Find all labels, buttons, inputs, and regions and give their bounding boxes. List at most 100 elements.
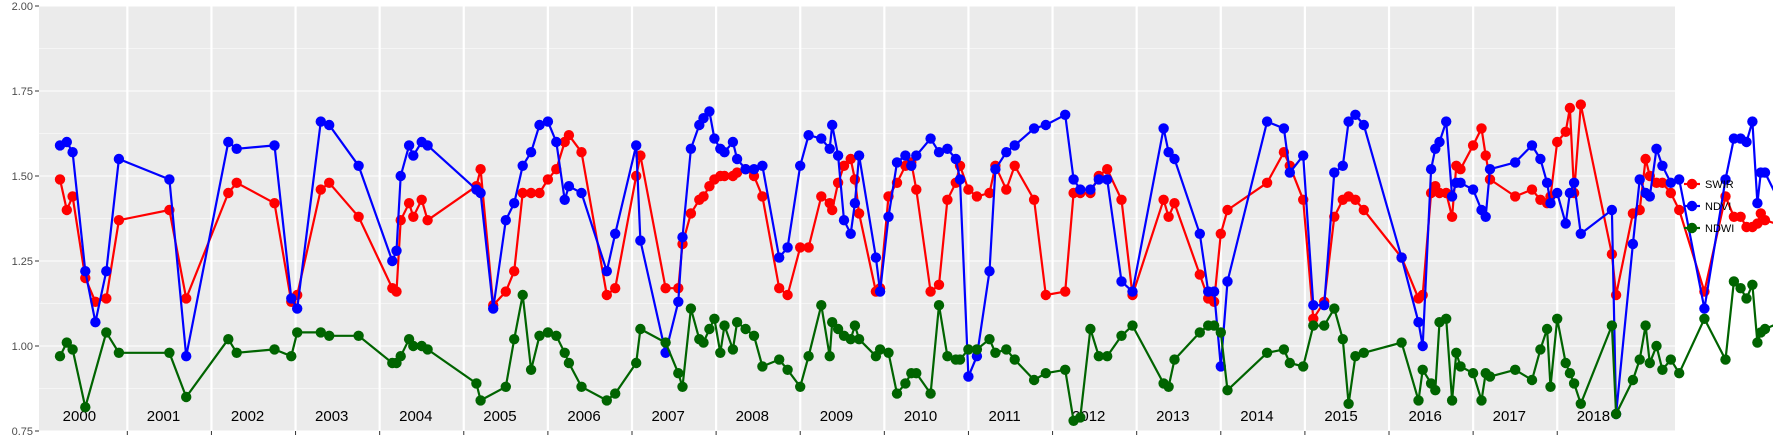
data-point-ndwi bbox=[883, 347, 894, 358]
data-point-ndwi bbox=[803, 351, 814, 362]
data-point-ndvi bbox=[832, 150, 844, 161]
data-point-swir bbox=[1169, 198, 1180, 209]
year-label: 2005 bbox=[483, 408, 516, 425]
data-point-swir bbox=[1116, 194, 1127, 205]
data-point-ndwi bbox=[563, 357, 575, 369]
data-point-ndvi bbox=[925, 133, 936, 144]
data-point-ndwi bbox=[1261, 347, 1273, 358]
data-point-ndwi bbox=[610, 388, 621, 399]
data-point-ndvi bbox=[1009, 140, 1020, 151]
data-point-ndvi bbox=[1278, 123, 1290, 134]
data-point-ndvi bbox=[1261, 116, 1273, 127]
data-point-ndvi bbox=[803, 130, 814, 141]
data-point-swir bbox=[269, 198, 280, 209]
data-point-swir bbox=[101, 293, 112, 304]
data-point-ndwi bbox=[61, 337, 72, 348]
data-point-ndvi bbox=[1425, 164, 1437, 175]
data-point-ndvi bbox=[845, 228, 856, 239]
data-point-ndwi bbox=[1298, 361, 1309, 372]
y-tick-label: 1.50 bbox=[12, 171, 33, 183]
legend-item-ndwi: NDWI bbox=[1684, 222, 1734, 235]
data-point-swir bbox=[1510, 191, 1521, 202]
year-label: 2009 bbox=[820, 408, 853, 425]
data-point-swir bbox=[576, 147, 587, 158]
data-point-ndwi bbox=[1759, 323, 1771, 335]
data-point-ndvi bbox=[1308, 300, 1319, 311]
legend-key-dot bbox=[1686, 222, 1698, 234]
data-point-ndwi bbox=[408, 340, 419, 352]
data-point-ndwi bbox=[1308, 320, 1319, 331]
data-point-ndvi bbox=[795, 160, 806, 171]
data-point-ndvi bbox=[353, 160, 364, 171]
data-point-ndvi bbox=[1560, 218, 1571, 229]
data-point-swir bbox=[601, 289, 612, 301]
data-point-swir bbox=[500, 286, 511, 297]
data-point-ndvi bbox=[181, 351, 192, 362]
data-point-ndwi bbox=[1127, 320, 1138, 331]
data-point-ndvi bbox=[1158, 123, 1169, 134]
data-point-ndwi bbox=[933, 300, 945, 311]
data-point-ndvi bbox=[534, 119, 545, 131]
data-point-ndwi bbox=[1535, 344, 1546, 355]
data-point-ndvi bbox=[408, 150, 419, 161]
year-label: 2006 bbox=[567, 408, 600, 425]
data-point-ndwi bbox=[1284, 357, 1296, 369]
data-point-ndwi bbox=[757, 361, 768, 372]
data-point-ndvi bbox=[673, 296, 684, 307]
data-point-ndvi bbox=[933, 147, 945, 158]
data-point-swir bbox=[223, 187, 234, 199]
data-point-swir bbox=[911, 184, 922, 195]
data-point-swir bbox=[1735, 211, 1746, 222]
legend-item-swir: SWIR bbox=[1684, 178, 1734, 191]
data-point-ndwi bbox=[292, 327, 303, 338]
data-point-ndvi bbox=[782, 242, 793, 253]
data-point-ndvi bbox=[525, 147, 537, 158]
data-point-ndvi bbox=[1284, 167, 1296, 178]
data-point-swir bbox=[698, 191, 709, 202]
y-tick-label: 0.75 bbox=[12, 426, 33, 438]
data-point-ndwi bbox=[635, 323, 646, 335]
data-point-ndwi bbox=[709, 313, 720, 324]
data-point-ndvi bbox=[816, 133, 827, 144]
data-point-swir bbox=[942, 194, 953, 205]
data-point-ndwi bbox=[315, 327, 326, 338]
data-point-swir bbox=[542, 174, 554, 185]
legend-key-dot bbox=[1686, 178, 1698, 190]
year-label: 2004 bbox=[399, 408, 432, 425]
data-point-ndvi bbox=[1060, 109, 1071, 121]
data-point-swir bbox=[1040, 289, 1052, 301]
data-point-ndvi bbox=[704, 106, 715, 117]
data-point-ndvi bbox=[824, 143, 835, 154]
data-point-ndvi bbox=[990, 164, 1001, 175]
data-point-ndvi bbox=[559, 194, 570, 205]
data-point-swir bbox=[525, 187, 537, 199]
data-point-swir bbox=[403, 198, 415, 209]
data-point-swir bbox=[54, 174, 66, 185]
data-point-swir bbox=[113, 215, 125, 226]
data-point-ndvi bbox=[906, 160, 917, 171]
data-point-swir bbox=[315, 184, 326, 195]
data-point-ndvi bbox=[1752, 198, 1763, 209]
data-point-ndwi bbox=[990, 347, 1001, 358]
data-point-ndwi bbox=[1102, 351, 1113, 362]
data-point-ndwi bbox=[971, 344, 983, 355]
y-tick-label: 1.75 bbox=[12, 86, 33, 98]
data-point-ndvi bbox=[709, 133, 720, 144]
data-point-ndvi bbox=[1417, 340, 1428, 352]
data-point-ndvi bbox=[698, 113, 709, 124]
data-point-swir bbox=[61, 204, 72, 216]
data-point-ndvi bbox=[231, 143, 242, 154]
data-point-swir bbox=[1476, 123, 1487, 134]
data-point-ndwi bbox=[101, 327, 112, 338]
data-point-ndwi bbox=[1455, 361, 1466, 372]
data-point-ndwi bbox=[715, 347, 726, 358]
data-point-ndwi bbox=[849, 320, 861, 331]
data-point-ndwi bbox=[824, 351, 835, 362]
data-point-ndwi bbox=[832, 323, 844, 335]
data-point-swir bbox=[1158, 194, 1169, 205]
data-point-ndvi bbox=[1480, 211, 1491, 222]
data-point-ndvi bbox=[1455, 177, 1466, 188]
data-point-ndvi bbox=[1040, 119, 1052, 131]
data-point-ndwi bbox=[1441, 313, 1452, 324]
data-point-ndwi bbox=[1634, 354, 1645, 365]
